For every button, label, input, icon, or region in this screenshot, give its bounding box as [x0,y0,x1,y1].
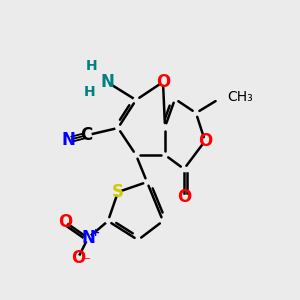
Text: CH₃: CH₃ [227,90,253,104]
Text: N: N [100,73,114,91]
Text: O: O [198,132,212,150]
Text: O: O [177,188,191,206]
Text: ⁻: ⁻ [83,254,91,269]
Text: S: S [112,183,124,201]
Text: +: + [90,228,100,238]
Text: O: O [156,73,170,91]
Text: H: H [84,85,96,99]
Text: N: N [81,229,95,247]
Text: H: H [86,59,98,73]
Text: O: O [71,249,85,267]
Text: C: C [80,126,92,144]
Text: N: N [61,131,75,149]
Text: O: O [58,213,72,231]
